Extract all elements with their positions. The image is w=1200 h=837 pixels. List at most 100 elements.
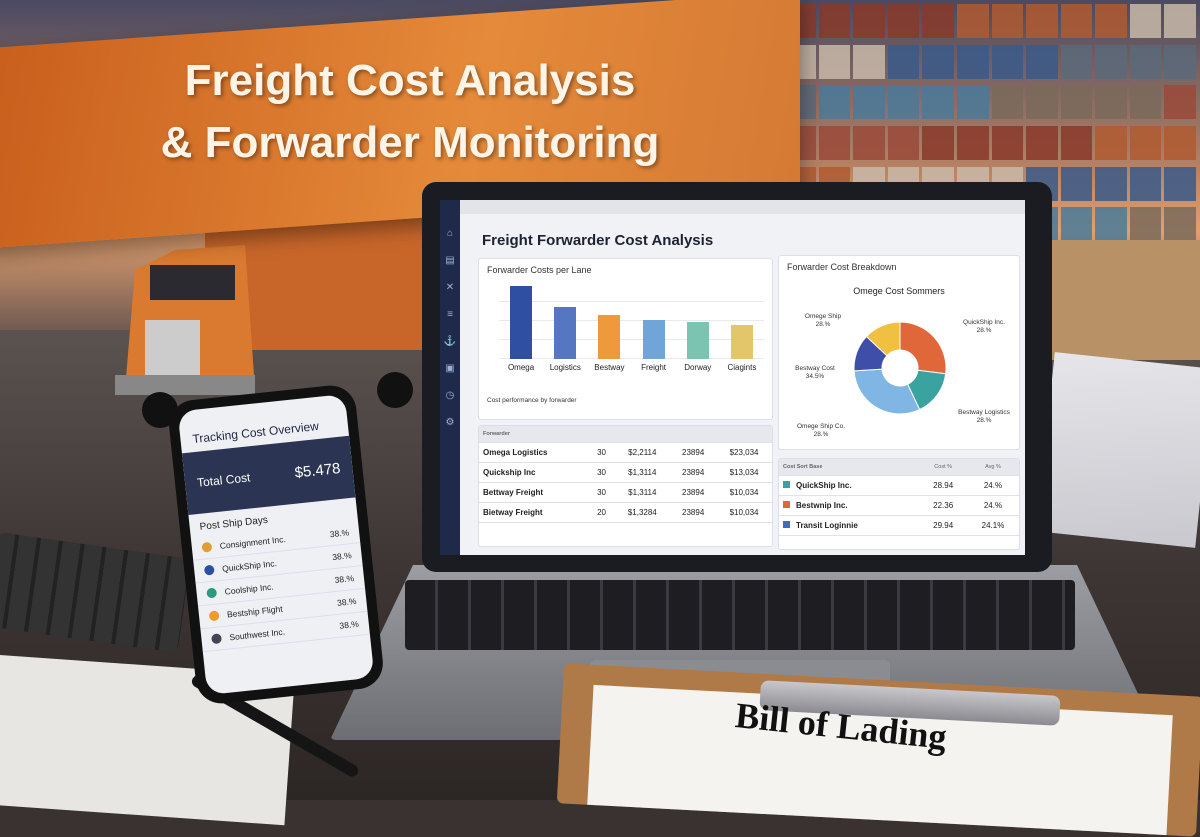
shipping-container: [956, 125, 989, 160]
bar-label: Dorway: [684, 363, 712, 372]
forwarder-value: 38.%: [331, 550, 353, 563]
shipping-container: [1129, 85, 1162, 120]
shipping-container: [922, 85, 954, 120]
sidebar: ⌂ ▤ ✕ ≡ ⚓ ▣ ◷ ⚙: [440, 200, 460, 555]
sidebar-icon-home[interactable]: ⌂: [446, 228, 454, 239]
sidebar-icon-ship[interactable]: ⚓: [443, 336, 457, 347]
shipping-container: [1060, 207, 1093, 242]
forwarder-table: Forwarder Omega Logistics 30 $2,2114 23894 $2…: [478, 425, 773, 547]
table-cell: $13,034: [716, 462, 772, 483]
shipping-container: [1164, 207, 1196, 242]
shipping-container: [1164, 125, 1196, 160]
bar-logistics: [554, 307, 577, 359]
legend-value: 22.36: [919, 495, 967, 516]
table-row[interactable]: Bettway Freight 30 $1,3114 23894 $10,034: [479, 482, 772, 503]
legend-value: 29.94: [919, 515, 967, 536]
shipping-container: [1060, 125, 1093, 160]
banner-line-1: Freight Cost Analysis: [184, 56, 636, 105]
bar-chart-note: Cost performance by forwarder: [487, 397, 577, 404]
pie-label: Omege Ship 28.%: [805, 313, 842, 328]
legend-column-header[interactable]: Cost %: [919, 459, 967, 476]
legend-row[interactable]: QuickShip Inc. 28.94 24.%: [779, 475, 1019, 496]
shipping-container: [956, 44, 989, 79]
legend-row[interactable]: Bestwnip Inc. 22.36 24.%: [779, 495, 1019, 516]
bar-chart-title: Forwarder Costs per Lane: [487, 265, 592, 275]
column-header[interactable]: Forwarder: [479, 426, 589, 443]
shipping-container: [991, 4, 1024, 38]
pie-subtitle: Omege Cost Sommers: [853, 286, 945, 296]
table-row[interactable]: Bietway Freight 20 $1,3284 23894 $10,034: [479, 502, 772, 523]
pie-slice: [899, 321, 947, 375]
bar-dorway: [686, 322, 709, 359]
legend-row[interactable]: Transit Loginnie 29.94 24.1%: [779, 515, 1019, 536]
pie-card-title: Forwarder Cost Breakdown: [787, 262, 897, 272]
shipping-container: [1164, 44, 1196, 79]
legend-name: Bestwnip Inc.: [779, 495, 920, 516]
shipping-container: [818, 125, 851, 160]
shipping-container: [1129, 125, 1162, 160]
forwarder-icon: [206, 587, 218, 599]
pie-label: Bestway Cost 34.5%: [795, 365, 835, 380]
table-cell: 30: [588, 442, 615, 463]
table-cell: Bettway Freight: [479, 482, 589, 503]
table-cell: $23,034: [716, 442, 772, 463]
legend-label: Transit Loginnie: [796, 521, 858, 530]
shipping-container: [1060, 44, 1093, 79]
shipping-container: [956, 85, 989, 120]
table-row[interactable]: Quickship Inc 30 $1,3114 23894 $13,034: [479, 462, 772, 483]
column-header[interactable]: [614, 426, 671, 443]
sidebar-icon-route[interactable]: ✕: [445, 282, 455, 293]
shipping-container: [1026, 85, 1058, 120]
sidebar-icon-gear[interactable]: ⚙: [445, 417, 455, 428]
legend-label: Bestwnip Inc.: [796, 501, 848, 510]
shipping-container: [991, 44, 1024, 79]
shipping-container: [887, 85, 920, 120]
table-cell: 23894: [670, 502, 717, 523]
sidebar-icon-chart[interactable]: ▤: [445, 255, 455, 266]
shipping-container: [922, 44, 954, 79]
bar-freight: [642, 319, 665, 359]
banner-title: Freight Cost Analysis & Forwarder Monito…: [0, 50, 820, 174]
phone-screen: Tracking Cost Overview Total Cost $5.478…: [177, 394, 375, 695]
bar-label: Ciagints: [727, 363, 757, 372]
shipping-container: [1164, 166, 1196, 201]
legend-label: QuickShip Inc.: [796, 481, 852, 490]
dashboard-screen: ⌂ ▤ ✕ ≡ ⚓ ▣ ◷ ⚙ Freight Forwarder Cost A…: [440, 200, 1025, 555]
shipping-container: [956, 4, 989, 38]
shipping-container: [922, 4, 954, 38]
dashboard-title: Freight Forwarder Cost Analysis: [482, 232, 714, 249]
forwarder-icon: [208, 610, 220, 622]
shipping-container: [1129, 207, 1162, 242]
table-cell: $10,034: [716, 502, 772, 523]
sidebar-icon-list[interactable]: ≡: [447, 309, 453, 320]
table-cell: $1,3114: [614, 482, 671, 503]
shipping-container: [922, 125, 954, 160]
table-cell: $1,3284: [614, 502, 671, 523]
column-header[interactable]: [670, 426, 717, 443]
table-cell: 23894: [670, 482, 717, 503]
column-header[interactable]: [588, 426, 615, 443]
shipping-container: [991, 125, 1024, 160]
legend-table: Cost Sort Base Cost % Avg % QuickShip Inc. 2…: [778, 458, 1020, 550]
legend-column-header[interactable]: Avg %: [966, 459, 1019, 476]
shipping-container: [1095, 44, 1127, 79]
legend-value: 28.94: [919, 475, 967, 496]
pie-label: Omege Ship Co. 28.%: [797, 423, 845, 438]
shipping-container: [1060, 4, 1093, 38]
sidebar-icon-clock[interactable]: ◷: [445, 390, 455, 401]
table-cell: Bietway Freight: [479, 502, 589, 523]
sidebar-icon-box[interactable]: ▣: [445, 363, 455, 374]
shipping-container: [1026, 125, 1058, 160]
shipping-container: [1095, 125, 1127, 160]
legend-swatch: [783, 501, 790, 508]
bar-label: Omega: [507, 363, 535, 372]
legend-column-header[interactable]: Cost Sort Base: [779, 459, 920, 476]
table-cell: $2,2114: [614, 442, 671, 463]
shipping-container: [1129, 44, 1162, 79]
table-row[interactable]: Omega Logistics 30 $2,2114 23894 $23,034: [479, 442, 772, 463]
table-cell: 20: [588, 502, 615, 523]
top-bar: [460, 200, 1025, 214]
pie-slice: [865, 321, 901, 357]
column-header[interactable]: [716, 426, 772, 443]
shipping-container: [853, 85, 885, 120]
